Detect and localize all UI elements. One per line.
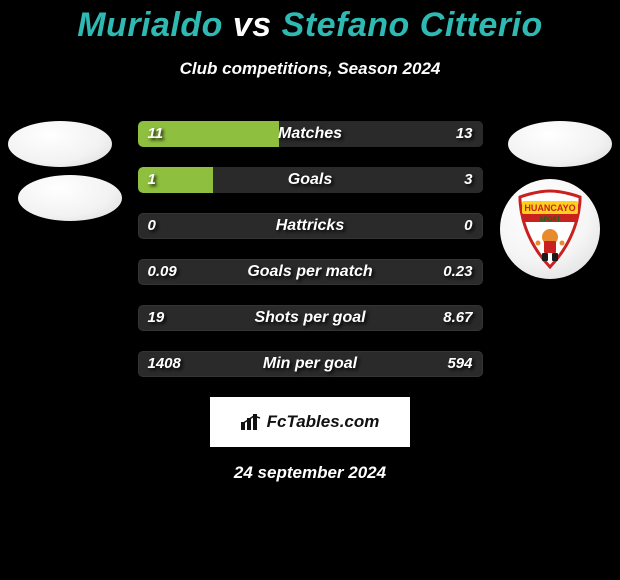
subtitle: Club competitions, Season 2024 — [0, 59, 620, 79]
stat-label: Hattricks — [138, 213, 483, 239]
svg-text:HUANCAYO: HUANCAYO — [524, 203, 575, 213]
stat-bar-right — [213, 167, 482, 193]
team-badge-right-2: HUANCAYO SPORT — [500, 179, 600, 279]
stat-row-2: 0 0Hattricks — [138, 213, 483, 239]
title-player2: Stefano Citterio — [282, 6, 543, 44]
stat-row-0: 1113Matches — [138, 121, 483, 147]
team-badge-left-1 — [8, 121, 112, 167]
stat-value-left: 0 — [148, 213, 156, 239]
stat-value-right: 594 — [447, 351, 472, 377]
stat-row-3: 0.09 0.23Goals per match — [138, 259, 483, 285]
stat-label: Shots per goal — [138, 305, 483, 331]
date-label: 24 september 2024 — [0, 463, 620, 483]
svg-text:SPORT: SPORT — [540, 217, 561, 223]
team-badge-left-2 — [18, 175, 122, 221]
title-vs: vs — [233, 6, 272, 44]
stat-bar-left — [138, 121, 279, 147]
content-area: HUANCAYO SPORT 1113Matches 13Goals 0 0Hattr… — [0, 121, 620, 483]
fctables-brand: FcTables.com — [210, 397, 410, 447]
stat-value-left: 1408 — [148, 351, 181, 377]
fctables-icon — [241, 414, 263, 430]
fctables-label: FcTables.com — [267, 412, 380, 432]
stat-value-right: 0 — [464, 213, 472, 239]
stat-bar-left — [138, 167, 214, 193]
stat-label: Min per goal — [138, 351, 483, 377]
stat-value-right: 8.67 — [443, 305, 472, 331]
title-player1: Murialdo — [77, 6, 223, 44]
stat-value-left: 0.09 — [148, 259, 177, 285]
stat-value-right: 0.23 — [443, 259, 472, 285]
stat-row-1: 13Goals — [138, 167, 483, 193]
team-badge-right-1 — [508, 121, 612, 167]
stat-bar-right — [279, 121, 483, 147]
stat-value-left: 19 — [148, 305, 165, 331]
huancayo-crest-icon: HUANCAYO SPORT — [514, 189, 586, 269]
page-title: Murialdo vs Stefano Citterio — [0, 0, 620, 45]
stat-row-4: 19 8.67Shots per goal — [138, 305, 483, 331]
stat-label: Goals per match — [138, 259, 483, 285]
comparison-bars: 1113Matches 13Goals 0 0Hattricks 0.09 0.23Goa… — [138, 121, 483, 377]
stat-row-5: 1408 594Min per goal — [138, 351, 483, 377]
